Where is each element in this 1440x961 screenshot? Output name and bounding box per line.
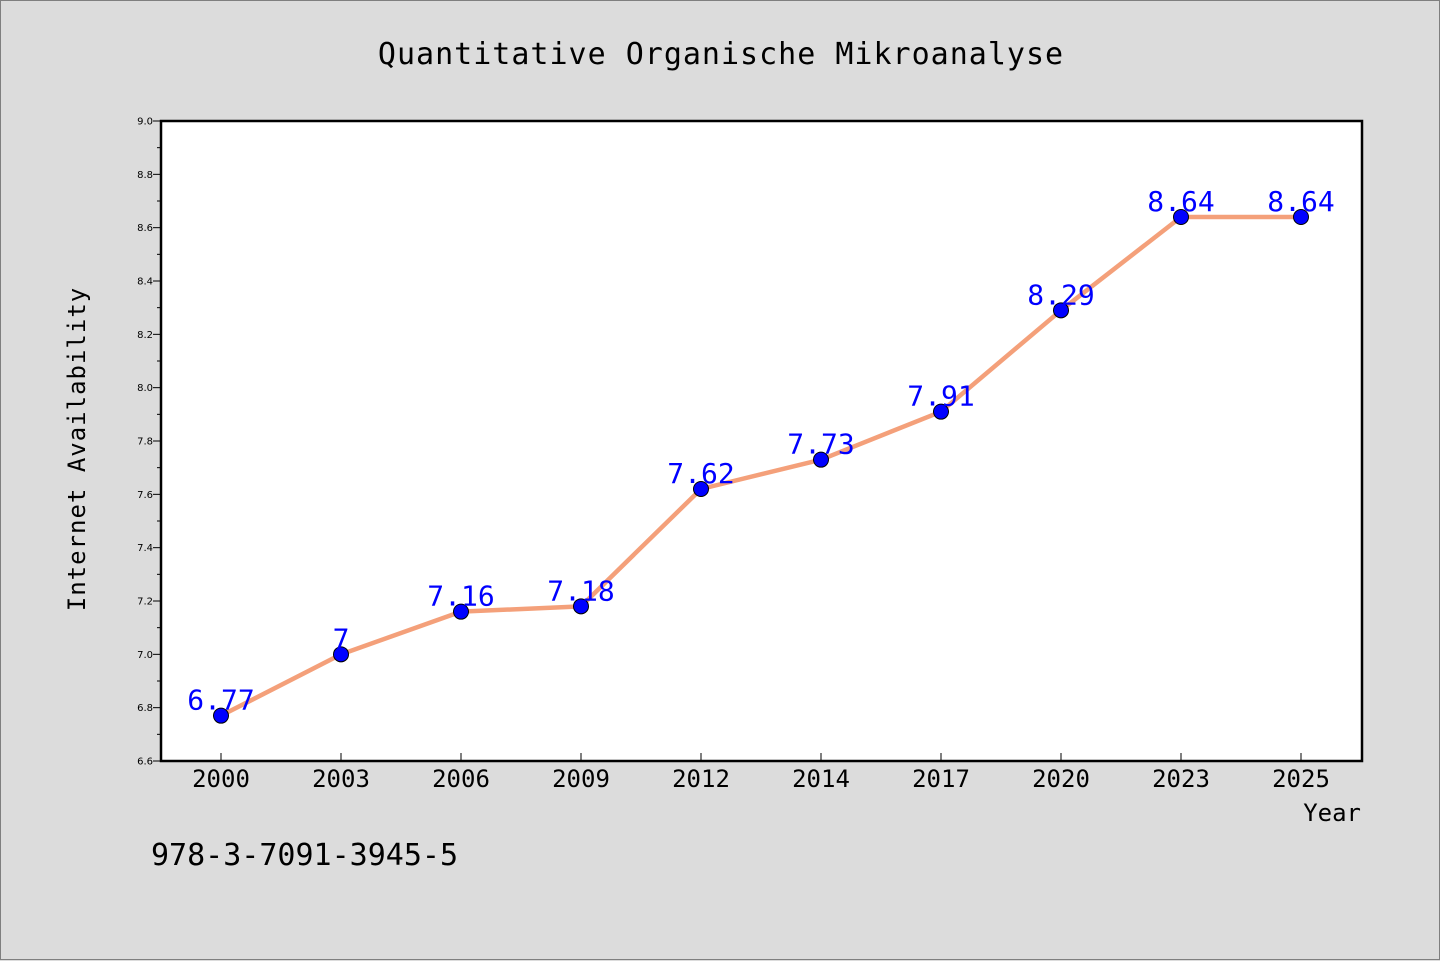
y-tick-label: 8.0	[137, 383, 153, 394]
x-tick-label: 2012	[672, 765, 730, 793]
x-tick-label: 2006	[432, 765, 490, 793]
y-tick-label: 9.0	[137, 117, 153, 128]
y-tick-label: 7.2	[137, 597, 153, 608]
data-point	[693, 481, 709, 497]
y-tick-label: 6.6	[137, 757, 153, 768]
x-tick-label: 2017	[912, 765, 970, 793]
x-tick-label: 2020	[1032, 765, 1090, 793]
data-point	[1293, 209, 1309, 225]
data-markers	[213, 209, 1309, 724]
x-tick-label: 2025	[1272, 765, 1330, 793]
data-label: 7	[333, 622, 350, 655]
y-axis: 6.6 6.8 7.0 7.2 7.4 7.6 7.8 8.0 8.2 8.4 8.6 8.8 9.0	[137, 117, 161, 768]
y-tick-label: 7.6	[137, 490, 153, 501]
isbn-footnote: 978-3-7091-3945-5	[151, 838, 458, 873]
y-tick-label: 8.6	[137, 223, 153, 234]
x-tick-label: 2000	[192, 765, 250, 793]
data-point	[933, 403, 949, 420]
data-point	[1053, 302, 1069, 319]
data-label: 7.18	[547, 574, 614, 607]
x-tick-label: 2023	[1152, 765, 1210, 793]
x-tick-label: 2003	[312, 765, 370, 793]
data-point	[813, 451, 829, 468]
y-tick-label: 6.8	[137, 703, 153, 714]
data-point	[573, 598, 589, 615]
data-point	[453, 603, 469, 620]
x-axis: 2000 2003 2006 2009 2012 2014 2017 2020 2023 2025	[192, 753, 1330, 793]
x-tick-label: 2014	[792, 765, 850, 793]
data-label: 8.64	[1267, 185, 1334, 218]
data-label: 7.16	[427, 580, 494, 613]
x-tick-label: 2009	[552, 765, 610, 793]
data-label: 8.29	[1027, 278, 1094, 311]
data-label: 6.77	[187, 684, 254, 717]
data-point	[1173, 209, 1189, 225]
chart-title: Quantitative Organische Mikroanalyse	[378, 37, 1064, 72]
data-label: 8.64	[1147, 185, 1214, 218]
y-tick-label: 7.8	[137, 437, 153, 448]
data-label: 7.73	[787, 428, 854, 461]
y-tick-label: 7.0	[137, 650, 153, 661]
series-line	[218, 214, 1304, 718]
y-tick-label: 8.4	[137, 277, 153, 288]
y-tick-label: 7.4	[137, 543, 153, 554]
plot-area	[159, 119, 1364, 763]
data-labels: 6.77 7 7.16 7.18 7.62 7.73 7.91 8.29 8.64 8.64	[187, 185, 1334, 717]
data-point	[333, 646, 349, 663]
y-tick-label: 8.2	[137, 330, 153, 341]
y-axis-label: Internet Availability	[63, 287, 91, 611]
data-label: 7.62	[667, 457, 734, 490]
x-axis-label: Year	[1303, 799, 1361, 827]
data-label: 7.91	[907, 380, 974, 413]
data-point	[213, 707, 229, 724]
y-tick-label: 8.8	[137, 170, 153, 181]
